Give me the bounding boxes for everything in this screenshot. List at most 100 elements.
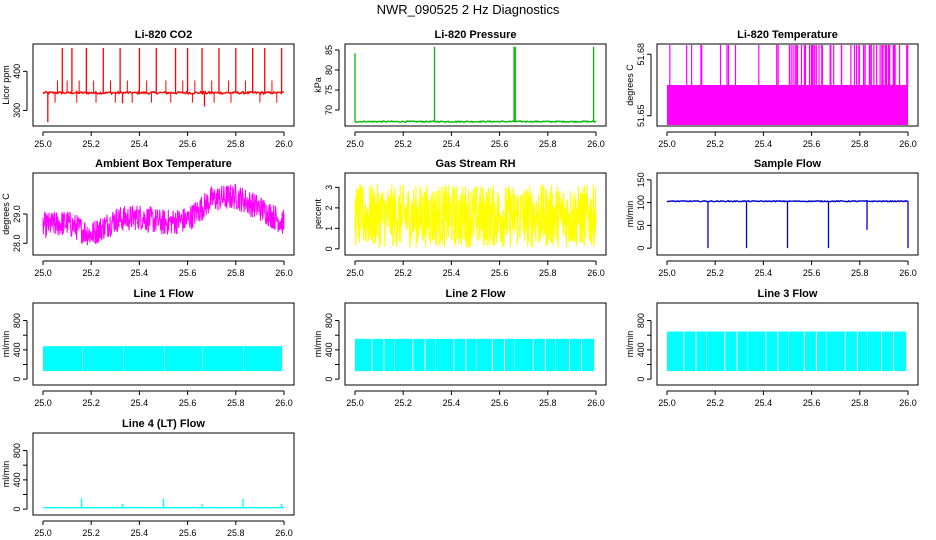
series-line4 bbox=[43, 498, 285, 509]
x-tick-label: 25.0 bbox=[34, 268, 52, 278]
x-tick-label: 25.0 bbox=[346, 139, 364, 149]
y-tick-label: 85 bbox=[324, 45, 334, 55]
x-tick-label: 25.0 bbox=[658, 268, 676, 278]
plot-frame bbox=[344, 302, 607, 386]
x-tick-label: 25.6 bbox=[491, 268, 509, 278]
series-line3 bbox=[667, 331, 907, 372]
pulse-block bbox=[355, 338, 394, 372]
plot-frame bbox=[656, 302, 919, 386]
y-axis-label: ml/min bbox=[1, 331, 11, 358]
chart-pressure: Li-820 Pressure kPa 25.0 25.2 25.4 25.6 25.8 26… bbox=[313, 29, 607, 149]
x-tick-label: 25.8 bbox=[539, 139, 557, 149]
y-tick-label: 80 bbox=[324, 65, 334, 75]
pulse-block bbox=[82, 346, 123, 372]
pulse-block bbox=[867, 331, 906, 372]
series-licor_temp bbox=[667, 45, 909, 125]
y-tick-label: 28.0 bbox=[12, 235, 22, 253]
y-tick-label: 1 bbox=[324, 226, 334, 231]
x-tick-label: 25.4 bbox=[443, 139, 461, 149]
x-tick-label: 26.0 bbox=[587, 398, 605, 408]
y-tick-label: 50 bbox=[636, 220, 646, 230]
chart-title: Line 1 Flow bbox=[134, 288, 194, 300]
x-tick-label: 26.0 bbox=[275, 139, 293, 149]
y-tick-label: 51.65 bbox=[636, 104, 646, 127]
series-line1 bbox=[43, 346, 283, 372]
y-tick-label: 800 bbox=[12, 313, 22, 328]
plot-frame bbox=[656, 43, 919, 127]
chart-title: Gas Stream RH bbox=[435, 158, 515, 170]
series-co2 bbox=[42, 47, 285, 123]
y-axis-label: percent bbox=[313, 198, 323, 229]
series-line bbox=[354, 120, 597, 124]
y-tick-label: 400 bbox=[12, 342, 22, 357]
y-tick-label: 0 bbox=[636, 246, 646, 251]
series-line bbox=[354, 184, 597, 248]
x-tick-label: 25.8 bbox=[851, 139, 869, 149]
x-tick-label: 25.4 bbox=[131, 398, 149, 408]
chart-title: Li-820 Temperature bbox=[737, 29, 838, 41]
chart-box_temp: Ambient Box Temperature degrees C 25.0 25.2… bbox=[1, 158, 295, 278]
series-line bbox=[42, 90, 285, 96]
series-band bbox=[667, 85, 908, 125]
x-tick-label: 26.0 bbox=[275, 528, 293, 538]
x-tick-label: 25.2 bbox=[394, 139, 412, 149]
x-tick-label: 26.0 bbox=[587, 139, 605, 149]
pulse-block bbox=[476, 338, 515, 372]
x-tick-label: 25.0 bbox=[346, 268, 364, 278]
series-rh bbox=[354, 184, 597, 248]
x-tick-label: 25.2 bbox=[82, 528, 100, 538]
x-tick-label: 25.4 bbox=[755, 139, 773, 149]
y-tick-label: 150 bbox=[636, 172, 646, 187]
chart-title: Line 2 Flow bbox=[446, 288, 506, 300]
y-tick-label: 51.68 bbox=[636, 43, 646, 66]
x-tick-label: 26.0 bbox=[899, 398, 917, 408]
series-line bbox=[666, 199, 909, 203]
series-sample_flow bbox=[666, 199, 909, 249]
x-tick-label: 25.0 bbox=[658, 398, 676, 408]
pulse-block bbox=[43, 346, 82, 372]
pulse-block bbox=[123, 346, 164, 372]
series-box_temp bbox=[42, 183, 285, 246]
x-tick-label: 25.6 bbox=[179, 139, 197, 149]
x-tick-label: 25.4 bbox=[131, 268, 149, 278]
pulse-block bbox=[394, 338, 435, 372]
chart-line1: Line 1 Flow ml/min 25.0 25.2 25.4 25.6 25.8 26.… bbox=[1, 288, 295, 408]
y-tick-label: 75 bbox=[324, 85, 334, 95]
y-tick-label: 3 bbox=[324, 185, 334, 190]
x-tick-label: 26.0 bbox=[899, 139, 917, 149]
y-tick-label: 0 bbox=[12, 507, 22, 512]
x-tick-label: 25.6 bbox=[803, 398, 821, 408]
pulse-block bbox=[706, 331, 747, 372]
x-tick-label: 25.4 bbox=[443, 398, 461, 408]
x-tick-label: 25.8 bbox=[539, 398, 557, 408]
pulse-block bbox=[164, 346, 203, 372]
x-tick-label: 25.6 bbox=[803, 139, 821, 149]
chart-line3: Line 3 Flow ml/min 25.0 25.2 25.4 25.6 25.8 26.… bbox=[625, 288, 919, 408]
x-tick-label: 25.6 bbox=[179, 398, 197, 408]
y-axis-label: ml/min bbox=[625, 201, 635, 228]
x-tick-label: 25.6 bbox=[179, 528, 197, 538]
x-tick-label: 25.8 bbox=[227, 398, 245, 408]
y-tick-label: 400 bbox=[324, 342, 334, 357]
pulse-block bbox=[827, 331, 868, 372]
y-tick-label: 2 bbox=[324, 205, 334, 210]
y-axis-label: ml/min bbox=[625, 331, 635, 358]
y-axis-label: ml/min bbox=[313, 331, 323, 358]
x-tick-label: 25.2 bbox=[82, 268, 100, 278]
x-tick-label: 25.8 bbox=[227, 139, 245, 149]
chart-rh: Gas Stream RH percent 25.0 25.2 25.4 25.6 25.8… bbox=[313, 158, 607, 278]
pulse-block bbox=[667, 331, 706, 372]
y-tick-label: 70 bbox=[324, 105, 334, 115]
x-tick-label: 25.0 bbox=[658, 139, 676, 149]
pulse-block bbox=[555, 338, 594, 372]
chart-sample_flow: Sample Flow ml/min 25.0 25.2 25.4 25.6 25.8 26.… bbox=[625, 158, 919, 278]
x-tick-label: 25.4 bbox=[131, 528, 149, 538]
x-tick-label: 25.2 bbox=[394, 398, 412, 408]
x-tick-label: 25.6 bbox=[491, 139, 509, 149]
plot-frame bbox=[344, 43, 607, 127]
x-tick-label: 25.8 bbox=[539, 268, 557, 278]
chart-title: Line 4 (LT) Flow bbox=[122, 418, 205, 430]
x-tick-label: 25.2 bbox=[706, 139, 724, 149]
x-tick-label: 25.4 bbox=[443, 268, 461, 278]
y-tick-label: 400 bbox=[12, 64, 22, 79]
